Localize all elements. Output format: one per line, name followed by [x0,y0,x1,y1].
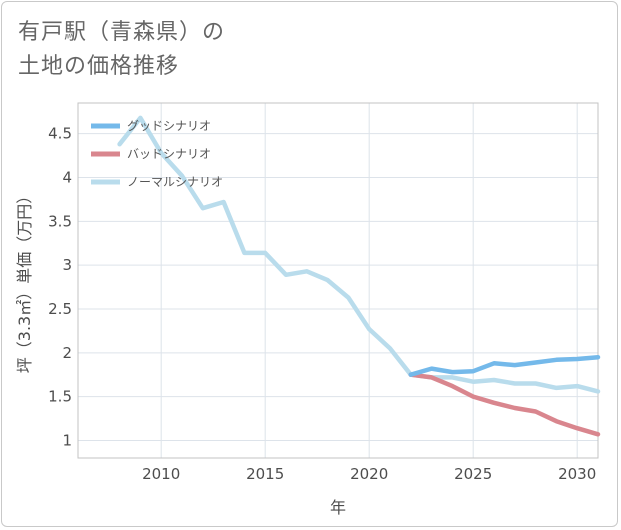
y-tick-label: 4.5 [48,125,72,143]
y-axis-title: 坪（3.3㎡）単価（万円） [15,188,34,373]
chart-title: 有戸駅（青森県）の 土地の価格推移 [18,16,225,84]
y-tick-label: 2 [62,344,72,362]
legend-label: ノーマルシナリオ [127,175,223,189]
y-tick-label: 1.5 [48,388,72,406]
y-tick-label: 4 [62,169,72,187]
chart-title-line-1: 有戸駅（青森県）の [18,20,226,45]
x-axis-ticks: 2010 2015 2020 2025 2030 [142,465,596,483]
y-axis-ticks: 1 1.5 2 2.5 3 3.5 4 4.5 [48,125,72,450]
y-tick-label: 2.5 [48,300,72,318]
y-tick-label: 1 [62,431,72,449]
y-tick-label: 3.5 [48,212,72,230]
x-tick-label: 2020 [350,465,388,483]
legend-label: バッドシナリオ [127,147,211,161]
x-axis-title: 年 [330,498,346,517]
plot-frame [77,102,599,459]
y-tick-label: 3 [62,256,72,274]
legend-label: グッドシナリオ [127,119,211,133]
series-lines [117,115,601,437]
x-tick-label: 2030 [558,465,596,483]
x-tick-label: 2010 [142,465,180,483]
series-line-2 [117,115,601,394]
x-tick-label: 2015 [246,465,284,483]
series-line-0 [408,354,601,377]
series-line-1 [408,372,601,437]
x-tick-label: 2025 [454,465,492,483]
chart-title-line-2: 土地の価格推移 [18,54,180,79]
grid-lines [78,103,598,458]
